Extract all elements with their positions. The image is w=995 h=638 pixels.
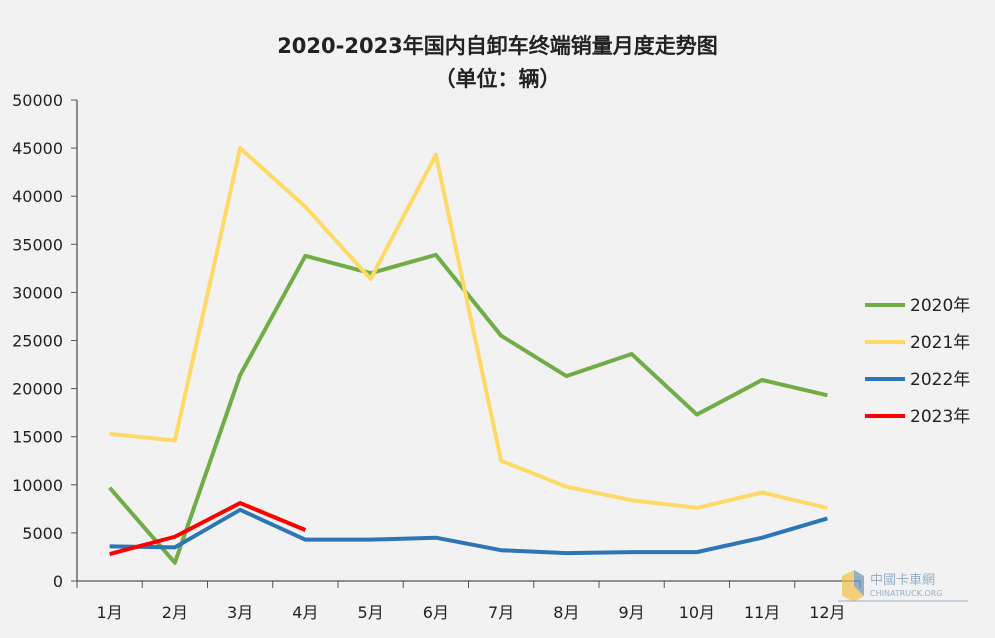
y-tick-label: 45000: [12, 139, 63, 158]
y-tick-label: 25000: [12, 332, 63, 351]
svg-text:CHINATRUCK.ORG: CHINATRUCK.ORG: [870, 589, 943, 598]
x-tick-label: 8月: [553, 603, 579, 622]
x-tick-label: 2月: [162, 603, 188, 622]
legend-label: 2020年: [910, 296, 970, 316]
legend-label: 2021年: [910, 333, 970, 353]
series-line-2022年: [109, 507, 828, 556]
title-text: 2020-2023年国内自卸车终端销量月度走势图: [277, 34, 718, 58]
x-tick-label: 7月: [488, 603, 514, 622]
x-tick-label: 11月: [744, 603, 780, 622]
x-tick-label: 9月: [619, 603, 645, 622]
y-tick-label: 50000: [12, 91, 63, 110]
chart-title: 2020-2023年国内自卸车终端销量月度走势图 （单位：辆）: [0, 30, 995, 96]
x-tick-label: 3月: [227, 603, 253, 622]
y-tick-label: 35000: [12, 235, 63, 254]
y-tick-label: 15000: [12, 428, 63, 447]
y-tick-label: 10000: [12, 476, 63, 495]
x-tick-label: 12月: [809, 603, 845, 622]
legend-label: 2023年: [910, 407, 970, 427]
series-line-2023年: [109, 501, 307, 556]
series-line-2021年: [109, 146, 828, 510]
subtitle-text: （单位：辆）: [434, 67, 561, 91]
x-tick-label: 5月: [358, 603, 384, 622]
x-tick-label: 6月: [423, 603, 449, 622]
y-tick-label: 5000: [22, 524, 63, 543]
legend-label: 2022年: [910, 370, 970, 390]
y-tick-label: 40000: [12, 187, 63, 206]
y-tick-label: 0: [53, 572, 63, 591]
chinatruck-watermark-logo: 中國卡車網 CHINATRUCK.ORG: [838, 570, 968, 602]
y-tick-label: 20000: [12, 380, 63, 399]
series-line-2020年: [108, 252, 828, 565]
svg-text:中國卡車網: 中國卡車網: [870, 573, 935, 588]
x-tick-label: 1月: [97, 603, 123, 622]
x-tick-label: 10月: [679, 603, 715, 622]
y-tick-label: 30000: [12, 283, 63, 302]
x-tick-label: 4月: [292, 603, 318, 622]
